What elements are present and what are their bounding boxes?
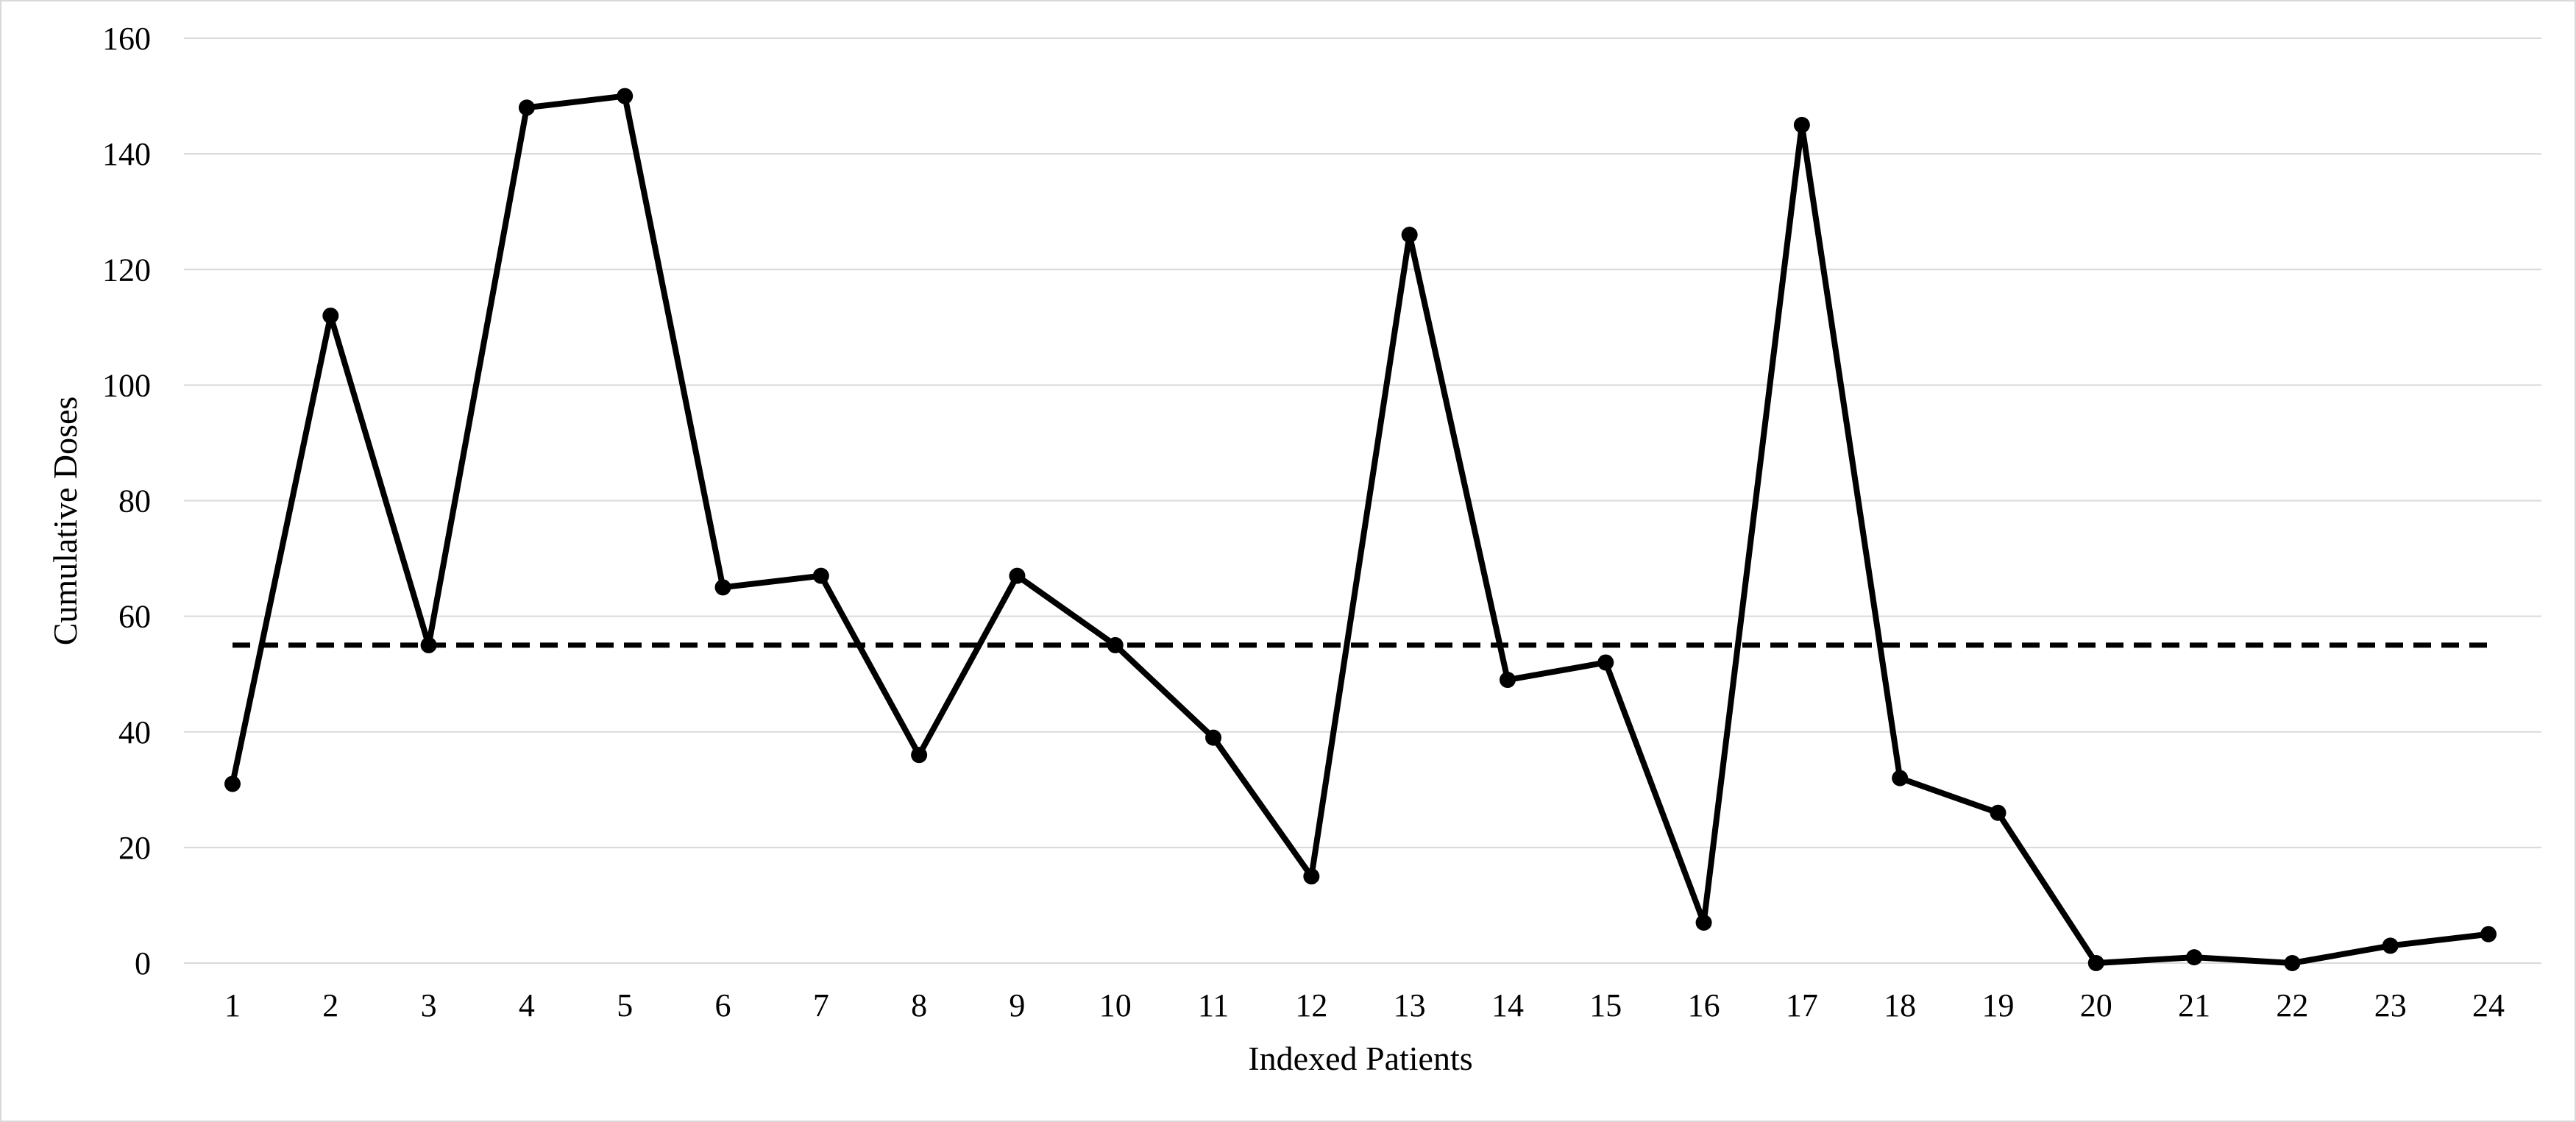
x-tick-label-1: 1 — [224, 987, 241, 1023]
data-point-14 — [1499, 672, 1516, 689]
data-point-3 — [420, 636, 437, 653]
x-tick-label-24: 24 — [2472, 987, 2505, 1023]
data-point-2 — [322, 308, 339, 324]
data-point-4 — [518, 99, 535, 116]
data-point-24 — [2480, 926, 2497, 942]
x-tick-label-4: 4 — [519, 987, 535, 1023]
gridlines — [184, 38, 2541, 964]
series-line-0 — [230, 93, 2491, 967]
x-tick-label-3: 3 — [421, 987, 437, 1023]
x-tick-label-17: 17 — [1786, 987, 1818, 1023]
x-tick-label-22: 22 — [2276, 987, 2308, 1023]
x-tick-label-11: 11 — [1198, 987, 1229, 1023]
y-tick-label-140: 140 — [102, 136, 151, 172]
y-tick-label-80: 80 — [118, 483, 151, 519]
x-tick-label-21: 21 — [2178, 987, 2210, 1023]
x-tick-label-7: 7 — [813, 987, 829, 1023]
data-point-11 — [1205, 729, 1222, 746]
y-tick-label-0: 0 — [135, 945, 151, 981]
y-tick-labels: 0 20 40 60 80 100 120 140 160 — [102, 21, 151, 981]
data-point-22 — [2284, 955, 2301, 971]
data-point-16 — [1695, 915, 1712, 931]
x-tick-label-16: 16 — [1688, 987, 1720, 1023]
x-tick-label-12: 12 — [1295, 987, 1327, 1023]
x-tick-label-23: 23 — [2374, 987, 2407, 1023]
y-tick-label-100: 100 — [102, 367, 151, 403]
y-tick-label-160: 160 — [102, 21, 151, 57]
x-tick-label-18: 18 — [1884, 987, 1916, 1023]
x-tick-label-8: 8 — [911, 987, 927, 1023]
y-tick-label-60: 60 — [118, 599, 151, 635]
data-point-1 — [224, 775, 241, 792]
data-point-15 — [1597, 654, 1614, 671]
data-point-12 — [1303, 868, 1320, 885]
data-point-13 — [1401, 227, 1418, 244]
data-point-9 — [1009, 567, 1026, 584]
data-point-23 — [2382, 937, 2399, 954]
x-tick-label-2: 2 — [322, 987, 338, 1023]
y-tick-label-40: 40 — [118, 714, 151, 750]
data-point-18 — [1892, 770, 1909, 787]
data-point-6 — [714, 579, 731, 596]
x-tick-label-9: 9 — [1009, 987, 1025, 1023]
data-point-19 — [1990, 804, 2006, 821]
data-point-8 — [911, 747, 928, 764]
data-point-20 — [2087, 955, 2104, 971]
x-tick-label-6: 6 — [715, 987, 731, 1023]
x-tick-label-5: 5 — [617, 987, 633, 1023]
x-tick-label-10: 10 — [1099, 987, 1132, 1023]
x-tick-labels: 1 2 3 4 5 6 7 8 9 10 11 12 13 14 15 16 17 18 19 20 21 22 23 24 — [224, 987, 2505, 1023]
x-tick-label-20: 20 — [2080, 987, 2112, 1023]
x-tick-label-14: 14 — [1491, 987, 1524, 1023]
series-group — [224, 88, 2497, 971]
data-point-10 — [1107, 636, 1124, 653]
y-axis-title: Cumulative Doses — [46, 397, 84, 646]
data-point-21 — [2186, 949, 2203, 966]
x-tick-label-15: 15 — [1589, 987, 1622, 1023]
x-tick-label-13: 13 — [1394, 987, 1426, 1023]
data-point-17 — [1793, 116, 1810, 133]
y-tick-label-120: 120 — [102, 252, 151, 288]
data-point-7 — [812, 567, 829, 584]
data-point-5 — [617, 88, 634, 104]
y-tick-label-20: 20 — [118, 830, 151, 866]
x-tick-label-19: 19 — [1981, 987, 2014, 1023]
x-axis-title: Indexed Patients — [1248, 1040, 1472, 1077]
